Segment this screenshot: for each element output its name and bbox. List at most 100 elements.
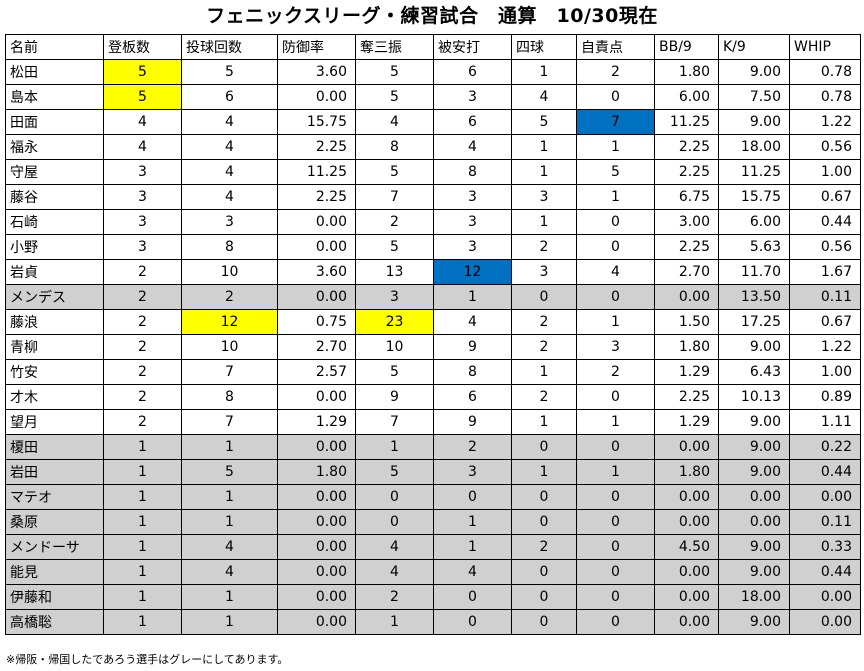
- player-name-cell: メンドーサ: [5, 534, 104, 560]
- stat-cell: 2: [511, 384, 577, 410]
- stat-cell: 3: [576, 334, 655, 360]
- stat-cell: 12: [433, 259, 512, 285]
- stat-cell: 11.25: [654, 109, 719, 135]
- stat-cell: 8: [181, 384, 278, 410]
- stat-cell: 1: [103, 459, 182, 485]
- stat-cell: 0: [576, 609, 655, 635]
- stat-cell: 5: [355, 459, 434, 485]
- stat-cell: 0.22: [789, 434, 861, 460]
- stat-cell: 1.29: [654, 359, 719, 385]
- stat-cell: 11.70: [718, 259, 790, 285]
- stat-cell: 1: [576, 134, 655, 160]
- table-row: 小野 3 8 0.00 5 3 2 0 2.25 5.63 0.56: [5, 234, 861, 260]
- stat-cell: 3: [355, 284, 434, 310]
- stat-cell: 6: [433, 384, 512, 410]
- stat-cell: 5: [181, 459, 278, 485]
- stat-cell: 7: [181, 359, 278, 385]
- stat-cell: 5: [355, 234, 434, 260]
- stat-cell: 0.44: [789, 209, 861, 235]
- table-row: 桑原 1 1 0.00 0 1 0 0 0.00 0.00 0.11: [5, 509, 861, 535]
- stat-cell: 0.67: [789, 184, 861, 210]
- stat-cell: 9.00: [718, 534, 790, 560]
- stat-cell: 1.00: [789, 159, 861, 185]
- stat-cell: 0.00: [654, 609, 719, 635]
- stat-cell: 1: [103, 559, 182, 585]
- stat-cell: 0: [576, 234, 655, 260]
- table-row: メンデス 2 2 0.00 3 1 0 0 0.00 13.50 0.11: [5, 284, 861, 310]
- stat-cell: 5: [576, 159, 655, 185]
- stat-cell: 12: [181, 309, 278, 335]
- column-header: 奪三振: [355, 34, 434, 60]
- player-name-cell: 才木: [5, 384, 104, 410]
- table-header: 名前 登板数 投球回数 防御率 奪三振 被安打 四球 自責点 BB/9 K/9 WHIP: [5, 34, 861, 60]
- stat-cell: 3: [103, 234, 182, 260]
- stat-cell: 2.70: [277, 334, 356, 360]
- stat-cell: 0: [576, 434, 655, 460]
- table-row: 望月 2 7 1.29 7 9 1 1 1.29 9.00 1.11: [5, 409, 861, 435]
- table-body: 松田 5 5 3.60 5 6 1 2 1.80 9.00 0.78 島本 5 6 0.00 5 3 4 0 6.00…: [5, 59, 861, 635]
- stat-cell: 3.60: [277, 59, 356, 85]
- stat-cell: 1: [433, 284, 512, 310]
- stat-cell: 0.00: [718, 484, 790, 510]
- stat-cell: 3: [511, 184, 577, 210]
- stat-cell: 6: [181, 84, 278, 110]
- player-name-cell: 守屋: [5, 159, 104, 185]
- stat-cell: 0: [433, 584, 512, 610]
- stat-cell: 0.89: [789, 384, 861, 410]
- stat-cell: 2: [576, 359, 655, 385]
- stat-cell: 0.67: [789, 309, 861, 335]
- stat-cell: 3: [511, 259, 577, 285]
- player-name-cell: 竹安: [5, 359, 104, 385]
- stat-cell: 4: [181, 184, 278, 210]
- stat-cell: 0: [576, 509, 655, 535]
- stat-cell: 7: [355, 184, 434, 210]
- stat-cell: 9.00: [718, 59, 790, 85]
- column-header: 名前: [5, 34, 104, 60]
- stat-cell: 9: [355, 384, 434, 410]
- stat-cell: 0.00: [277, 234, 356, 260]
- stat-cell: 10: [181, 334, 278, 360]
- player-name-cell: 石崎: [5, 209, 104, 235]
- stat-cell: 8: [181, 234, 278, 260]
- stat-cell: 0: [433, 484, 512, 510]
- column-header: 四球: [511, 34, 577, 60]
- stat-cell: 0.00: [277, 509, 356, 535]
- stat-cell: 6: [433, 109, 512, 135]
- stat-cell: 1.29: [277, 409, 356, 435]
- stat-cell: 2: [355, 209, 434, 235]
- stat-cell: 4: [103, 109, 182, 135]
- footnote: ※帰阪・帰国したであろう選手はグレーにしてあります。: [6, 653, 289, 666]
- stat-cell: 5: [103, 84, 182, 110]
- stat-cell: 1.00: [789, 359, 861, 385]
- stat-cell: 1: [511, 459, 577, 485]
- stat-cell: 4: [181, 134, 278, 160]
- stat-cell: 9.00: [718, 434, 790, 460]
- stat-cell: 3.60: [277, 259, 356, 285]
- stat-cell: 0: [511, 434, 577, 460]
- header-row: 名前 登板数 投球回数 防御率 奪三振 被安打 四球 自責点 BB/9 K/9 WHIP: [5, 34, 861, 60]
- stat-cell: 1: [511, 209, 577, 235]
- stat-cell: 2: [511, 309, 577, 335]
- stat-cell: 3: [433, 459, 512, 485]
- table-row: 松田 5 5 3.60 5 6 1 2 1.80 9.00 0.78: [5, 59, 861, 85]
- table-row: マテオ 1 1 0.00 0 0 0 0 0.00 0.00 0.00: [5, 484, 861, 510]
- stat-cell: 23: [355, 309, 434, 335]
- stat-cell: 2.25: [277, 134, 356, 160]
- stat-cell: 1: [103, 434, 182, 460]
- stat-cell: 1.22: [789, 334, 861, 360]
- stat-cell: 9.00: [718, 334, 790, 360]
- stat-cell: 2.25: [654, 159, 719, 185]
- stat-cell: 2: [103, 334, 182, 360]
- table-row: 藤谷 3 4 2.25 7 3 3 1 6.75 15.75 0.67: [5, 184, 861, 210]
- stat-cell: 1: [103, 584, 182, 610]
- stat-cell: 10: [181, 259, 278, 285]
- player-name-cell: 桑原: [5, 509, 104, 535]
- stat-cell: 2: [511, 534, 577, 560]
- table-row: 岩貞 2 10 3.60 13 12 3 4 2.70 11.70 1.67: [5, 259, 861, 285]
- table-row: 高橋聡 1 1 0.00 1 0 0 0 0.00 9.00 0.00: [5, 609, 861, 635]
- stat-cell: 2.70: [654, 259, 719, 285]
- stat-cell: 0: [511, 559, 577, 585]
- stat-cell: 0.00: [277, 609, 356, 635]
- page-title: フェニックスリーグ・練習試合 通算 10/30現在: [206, 5, 658, 27]
- stat-cell: 4: [181, 109, 278, 135]
